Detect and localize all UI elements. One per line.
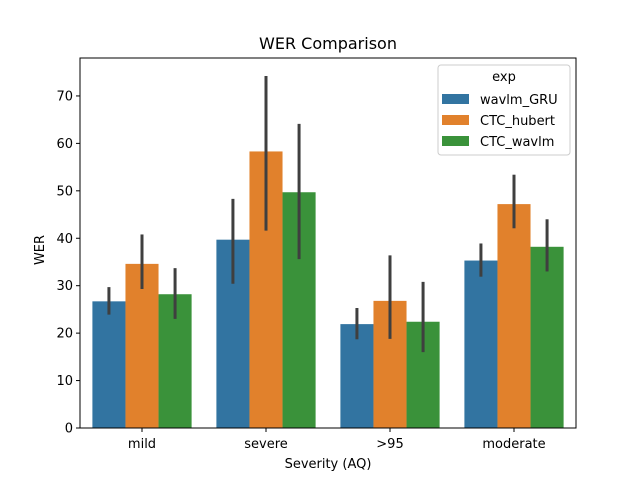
legend-swatch-CTC_wavlm [442,136,469,146]
x-axis-title: Severity (AQ) [285,457,372,472]
x-tick-label: >95 [376,437,403,452]
axes: 0 10 20 30 40 50 60 70 mild severe >95 moderate [56,57,577,452]
bar-CTC_hubert-moderate [497,204,531,428]
legend-label-wavlm_GRU: wavlm_GRU [480,93,558,108]
bar-wavlm_GRU-moderate [464,260,498,428]
error-bars [107,76,549,353]
bar-CTC_wavlm-moderate [530,246,564,428]
y-tick-label: 10 [56,374,73,389]
y-tick-label: 70 [56,89,73,104]
y-tick-label: 0 [65,422,73,437]
bar-wavlm_GRU->95 [340,324,374,428]
x-tick-label: mild [128,437,156,452]
axes-frame [79,57,577,429]
y-tick-label: 30 [56,279,73,294]
bar-CTC_hubert-mild [125,263,159,428]
chart-title: WER Comparison [259,34,397,53]
legend-label-CTC_wavlm: CTC_wavlm [480,135,554,150]
y-tick-label: 50 [56,184,73,199]
x-tick-label: moderate [482,437,545,452]
x-tick-label: severe [244,437,288,452]
bars [92,151,564,428]
y-tick-label: 20 [56,327,73,342]
legend-swatch-wavlm_GRU [442,94,469,104]
y-tick-label: 60 [56,137,73,152]
y-axis-title: WER [33,235,48,265]
bar-wavlm_GRU-mild [92,301,126,428]
y-tick-label: 40 [56,232,73,247]
legend-label-CTC_hubert: CTC_hubert [480,114,555,129]
legend-swatch-CTC_hubert [442,115,469,125]
legend-box [437,64,571,156]
legend-title: exp [492,70,516,85]
legend: exp wavlm_GRU CTC_hubert CTC_wavlm [437,64,571,156]
